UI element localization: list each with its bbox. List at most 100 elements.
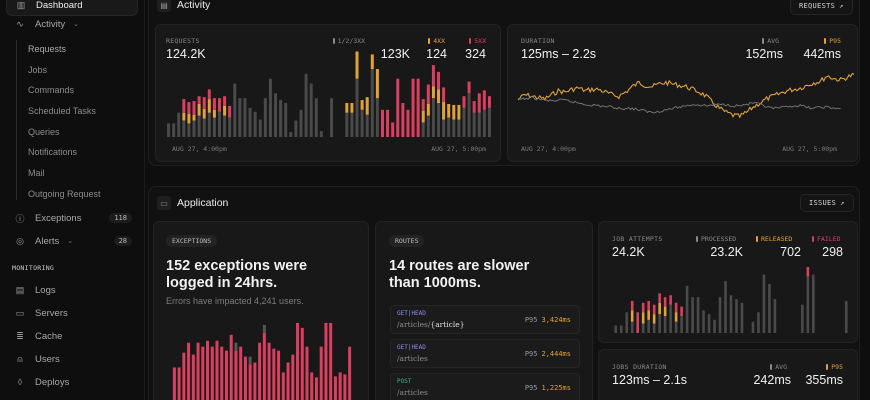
routes-card[interactable]: ROUTES 14 routes are slower than 1000ms.… (375, 221, 593, 400)
route-row[interactable]: POST /articles P95 1,225ms (390, 373, 580, 400)
value-processed: 23.2K (710, 245, 743, 259)
sidebar-item-exceptions[interactable]: ⓘ Exceptions 118 (6, 207, 138, 229)
sidebar-subitem-outgoing-request[interactable]: Outgoing Request (28, 189, 101, 199)
bar-processed (801, 304, 804, 333)
bar-1-2-3xx (197, 115, 201, 137)
bar-1-2-3xx (431, 98, 435, 137)
bar-1-2-3xx (187, 123, 191, 137)
requests-link-button[interactable]: REQUESTS ↗ (790, 0, 853, 15)
alerts-count-badge: 28 (113, 236, 132, 246)
bar-other (262, 324, 266, 333)
exceptions-count-badge: 118 (109, 213, 132, 223)
route-p95-value: 2,444ms (541, 350, 571, 358)
bar-5xx (391, 122, 395, 137)
bar-4xx (437, 89, 441, 103)
bar-1-2-3xx (370, 69, 374, 137)
bar-exceptions (239, 346, 243, 400)
servers-icon: ▭ (15, 307, 25, 318)
bar-5xx (187, 102, 191, 114)
route-p95-value: 3,424ms (541, 316, 571, 324)
sidebar-item-logs[interactable]: ▤ Logs (6, 279, 138, 301)
route-row[interactable]: GET|HEAD /articles/{article} P95 3,424ms (390, 305, 580, 334)
bar-1-2-3xx (457, 119, 461, 137)
duration-label: DURATION (521, 37, 555, 45)
legend-2xx: 1/2/3XX (332, 37, 365, 45)
sidebar-item-activity[interactable]: ∿ Activity ⌄ (6, 13, 138, 35)
exceptions-pill: EXCEPTIONS (166, 235, 218, 247)
legend-4xx: 4XX (428, 37, 445, 45)
bar-1-2-3xx (330, 98, 334, 137)
exceptions-card[interactable]: EXCEPTIONS 152 exceptions were logged in… (153, 221, 369, 400)
bar-4xx (375, 69, 379, 99)
sidebar-subitem-commands[interactable]: Commands (28, 85, 75, 95)
sidebar-item-label: Cache (35, 330, 63, 342)
sidebar-subitem-notifications[interactable]: Notifications (28, 147, 78, 157)
bar-exceptions (343, 374, 347, 400)
bar-4xx (182, 112, 186, 121)
application-section-icon: ▭ (157, 196, 171, 210)
legend-label: AVG (775, 363, 787, 371)
bar-4xx (192, 114, 196, 121)
bar-exceptions (333, 376, 337, 400)
bar-5xx (487, 96, 491, 108)
bar-processed (724, 281, 727, 333)
bar-processed (718, 297, 722, 333)
bar-5xx (406, 109, 410, 137)
bar-1-2-3xx (284, 103, 288, 137)
bar-exceptions (210, 346, 214, 400)
requests-label: REQUESTS (166, 37, 200, 45)
x-axis-start-label: AUG 27, 4:00pm (172, 145, 227, 153)
bar-1-2-3xx (421, 122, 425, 137)
sidebar-item-dashboard[interactable]: ▥ Dashboard (6, 0, 138, 16)
bar-exceptions (191, 354, 195, 400)
sidebar-item-alerts[interactable]: ◎ Alerts ⌄ 28 (6, 230, 138, 252)
bar-1-2-3xx (182, 120, 186, 137)
legend-swatch (826, 364, 829, 370)
sidebar: ▥ Dashboard ∿ Activity ⌄ Requests Jobs C… (0, 0, 145, 400)
sidebar-item-users[interactable]: ⍝ Users (6, 348, 138, 370)
bar-exceptions (262, 332, 266, 400)
bar-1-2-3xx (167, 123, 171, 137)
legend-label: RELEASED (761, 235, 793, 243)
bar-exceptions (253, 362, 257, 400)
sidebar-subitem-mail[interactable]: Mail (28, 168, 45, 178)
bar-4xx (212, 109, 216, 118)
legend-swatch (770, 364, 773, 370)
route-path: /articles (397, 354, 428, 363)
bar-processed (658, 314, 661, 333)
legend-label: PROCESSED (701, 235, 737, 243)
bar-exceptions (324, 322, 328, 400)
sidebar-subitem-jobs[interactable]: Jobs (28, 65, 48, 75)
sidebar-subitem-queries[interactable]: Queries (28, 127, 60, 137)
job-attempts-label: JOB ATTEMPTS (612, 235, 663, 243)
bar-released (658, 302, 661, 315)
x-axis-end-label: AUG 27, 5:00pm (431, 145, 486, 153)
bar-processed (685, 285, 689, 333)
sidebar-subitem-requests[interactable]: Requests (28, 44, 67, 54)
sidebar-item-servers[interactable]: ▭ Servers (6, 302, 138, 324)
legend-swatch (428, 38, 431, 44)
bar-processed (844, 300, 848, 333)
value-2xx: 123K (380, 47, 410, 61)
line-p95 (517, 72, 855, 119)
sidebar-item-label: Dashboard (36, 0, 83, 11)
value-p95: 442ms (803, 47, 841, 61)
route-p95-label: P95 (524, 316, 538, 324)
route-row[interactable]: GET|HEAD /articles P95 2,444ms (390, 339, 580, 368)
bar-1-2-3xx (263, 98, 267, 137)
bar-processed (619, 325, 623, 333)
routes-pill: ROUTES (389, 235, 425, 247)
bar-5xx (426, 84, 430, 104)
sidebar-item-label: Activity (35, 18, 66, 30)
bar-failed (669, 295, 672, 305)
bar-1-2-3xx (268, 78, 272, 137)
bar-1-2-3xx (289, 132, 293, 137)
bar-processed (663, 316, 667, 333)
sidebar-subitem-scheduled-tasks[interactable]: Scheduled Tasks (28, 106, 96, 116)
bar-exceptions (206, 340, 210, 400)
sidebar-item-cache[interactable]: ≣ Cache (6, 325, 138, 347)
sidebar-item-deploys[interactable]: ◊ Deploys (6, 371, 138, 393)
job-attempts-card: JOB ATTEMPTS 24.2K PROCESSED RELEASED FA… (598, 221, 858, 343)
bar-1-2-3xx (452, 119, 456, 137)
issues-link-button[interactable]: ISSUES ↗ (800, 194, 854, 212)
